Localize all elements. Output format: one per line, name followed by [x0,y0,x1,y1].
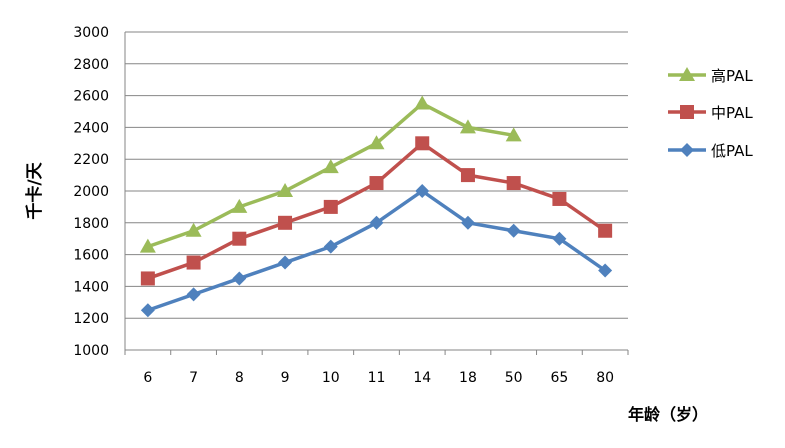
series-diamond [140,184,613,318]
square-marker [552,191,567,206]
triangle-marker [277,183,294,197]
square-marker [278,215,293,230]
square-marker [598,223,613,238]
diamond-marker [140,303,155,318]
x-tick-label: 65 [550,370,568,386]
triangle-marker [322,159,339,174]
square-marker [186,255,201,270]
y-tick-label: 2800 [73,57,109,73]
x-tick-label: 11 [368,370,386,386]
diamond-marker [278,255,293,270]
legend-item: 高PAL [668,67,753,85]
x-tick-label: 10 [322,370,340,386]
y-tick-label: 1200 [73,311,109,327]
series-line [147,101,514,249]
y-tick-label: 3000 [73,25,109,41]
x-tick-label: 14 [413,370,431,386]
diamond-marker [598,263,613,278]
y-tick-label: 1800 [73,216,109,232]
triangle-marker [368,135,385,150]
y-tick-label: 2600 [73,89,109,105]
triangle-marker [679,67,695,81]
x-tick-label: 9 [281,370,290,386]
x-axis-label: 年龄（岁） [628,405,708,424]
diamond-marker [680,143,694,157]
y-tick-label: 1400 [73,279,109,295]
y-tick-label: 2200 [73,152,109,168]
square-marker [460,168,475,183]
triangle-marker [505,127,522,142]
y-tick-label: 1600 [73,248,109,264]
diamond-marker [186,287,201,302]
triangle-marker [139,238,156,253]
square-marker [506,176,521,191]
square-marker [323,199,338,214]
diamond-marker [552,231,567,246]
square-marker [415,136,430,151]
x-tick-label: 80 [596,370,614,386]
legend-label: 中PAL [711,104,753,122]
diamond-marker [323,239,338,254]
diamond-marker [460,215,475,230]
square-marker [680,105,694,119]
x-tick-label: 7 [189,370,198,386]
series-triangle [139,95,522,253]
triangle-marker [414,95,431,110]
x-tick-label: 50 [505,370,523,386]
triangle-marker [185,222,202,237]
triangle-marker [459,119,476,134]
square-marker [369,176,384,191]
legend-item: 中PAL [668,104,753,122]
diamond-marker [506,223,521,238]
series-square [140,136,613,286]
legend-item: 低PAL [668,142,753,160]
triangle-marker [231,198,248,213]
x-tick-label: 18 [459,370,477,386]
x-tick-label: 8 [235,370,244,386]
square-marker [232,231,247,246]
diamond-marker [415,184,430,198]
x-tick-label: 6 [143,370,152,386]
series-line [147,141,607,281]
legend-label: 高PAL [711,67,753,85]
y-tick-label: 2400 [73,120,109,136]
diamond-marker [232,271,247,286]
y-tick-label: 1000 [73,343,109,359]
y-axis-label: 千卡/天 [24,161,45,219]
y-tick-label: 2000 [73,184,109,200]
square-marker [140,271,155,286]
diamond-marker [369,215,384,230]
legend-label: 低PAL [711,142,753,160]
